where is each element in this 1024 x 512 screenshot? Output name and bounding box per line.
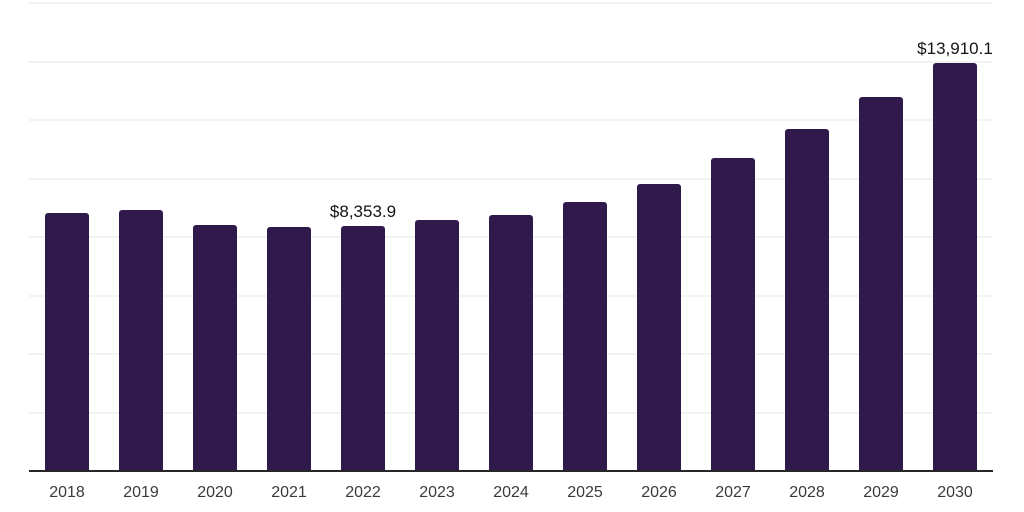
gridline-10000 (29, 177, 993, 180)
x-tick-2026: 2026 (641, 484, 677, 501)
x-tick-2022: 2022 (345, 484, 381, 501)
plot-area: $8,353.9 $13,910.1 (29, 2, 993, 472)
x-tick-2018: 2018 (49, 484, 85, 501)
bar-2018[interactable] (45, 213, 89, 470)
bar-2021[interactable] (267, 226, 311, 470)
x-tick-2025: 2025 (567, 484, 603, 501)
x-tick-2019: 2019 (123, 484, 159, 501)
x-tick-2021: 2021 (271, 484, 307, 501)
x-axis-line (29, 470, 993, 472)
bar-2026[interactable] (637, 183, 681, 470)
gridline-16000 (29, 2, 993, 4)
x-tick-2030: 2030 (937, 484, 973, 501)
bar-2024[interactable] (489, 214, 533, 470)
data-label-2022: $8,353.9 (329, 201, 397, 221)
bar-2020[interactable] (193, 225, 237, 470)
x-tick-2029: 2029 (863, 484, 899, 501)
x-tick-2020: 2020 (197, 484, 233, 501)
bar-2029[interactable] (859, 96, 903, 470)
bar-2030[interactable] (933, 63, 977, 470)
bar-2027[interactable] (711, 158, 755, 470)
gridline-14000 (29, 60, 993, 63)
x-tick-2028: 2028 (789, 484, 825, 501)
gridline-12000 (29, 119, 993, 121)
x-tick-2027: 2027 (715, 484, 751, 501)
bar-2022[interactable] (341, 225, 385, 470)
bar-2019[interactable] (119, 210, 163, 470)
data-label-2030: $13,910.1 (917, 39, 993, 59)
bar-2025[interactable] (563, 202, 607, 470)
x-tick-2024: 2024 (493, 484, 529, 501)
bar-2023[interactable] (415, 220, 459, 470)
bar-2028[interactable] (785, 129, 829, 470)
x-tick-2023: 2023 (419, 484, 455, 501)
